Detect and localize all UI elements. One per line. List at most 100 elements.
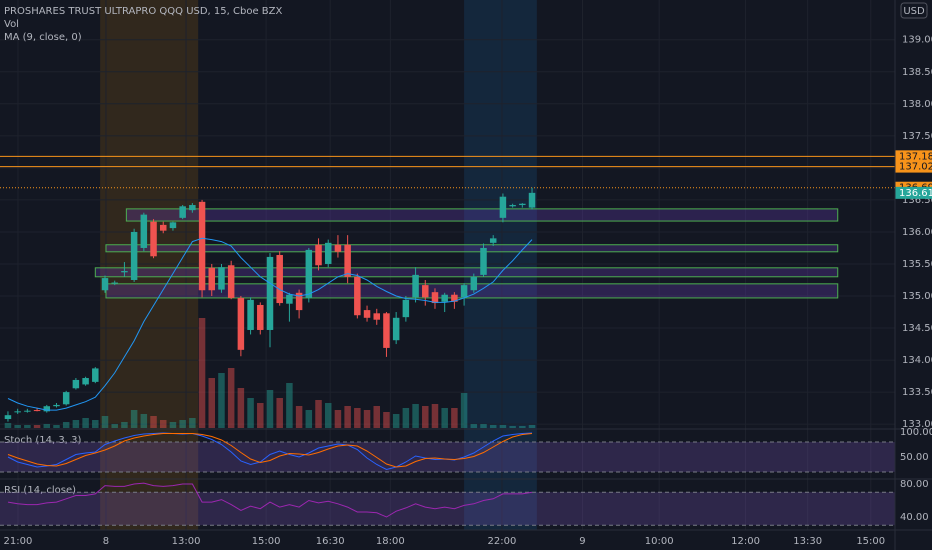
volume-bar	[460, 393, 468, 428]
level-label: 137.02	[899, 162, 932, 173]
candle-body	[324, 242, 332, 264]
volume-bar	[489, 425, 497, 428]
candle-body	[218, 267, 225, 290]
zone	[125, 208, 839, 222]
volume-bar	[412, 404, 419, 428]
y-tick-label: 133.50	[902, 387, 932, 398]
volume-bar	[451, 408, 458, 428]
volume-bar	[53, 425, 60, 428]
last-price-label: 136.61	[899, 188, 932, 199]
volume-bar	[247, 398, 254, 428]
volume-bar	[198, 318, 206, 428]
candle-body	[286, 294, 293, 304]
band	[0, 492, 895, 526]
y-tick-label: 50.00	[900, 452, 929, 463]
y-tick-label: 40.00	[900, 512, 929, 523]
level-label: 137.18	[899, 151, 932, 162]
candle-body	[334, 244, 342, 252]
candle-body	[412, 274, 419, 298]
candle-body	[422, 285, 429, 298]
candle-body	[101, 278, 109, 291]
candle-body	[227, 265, 235, 298]
currency[interactable]: USD	[903, 6, 925, 17]
candle-body	[509, 205, 516, 207]
candle-body	[528, 192, 536, 208]
volume-bar	[315, 400, 322, 428]
volume-bar	[470, 424, 478, 428]
y-tick-label: 100.00	[900, 427, 932, 438]
candle-body	[383, 313, 390, 348]
y-tick-label: 134.50	[902, 323, 932, 334]
volume-bar	[14, 425, 21, 428]
rsi-legend: RSI (14, close)	[4, 485, 76, 496]
y-tick-label: 136.50	[902, 195, 932, 206]
candle-body	[14, 411, 21, 413]
volume-bar	[441, 408, 448, 428]
candle-body	[480, 247, 487, 275]
candle-body	[4, 415, 12, 420]
x-tick-label: 21:00	[4, 536, 33, 547]
candle-body	[130, 231, 138, 280]
candle-body	[470, 276, 478, 291]
x-tick-label: 13:30	[793, 536, 822, 547]
volume-bar	[179, 420, 186, 428]
stoch-legend: Stoch (14, 3, 3)	[4, 435, 81, 446]
x-tick-label: 16:30	[316, 536, 345, 547]
candle-body	[208, 267, 216, 291]
rsi-line	[7, 482, 533, 518]
ma-legend: MA (9, close, 0)	[4, 32, 82, 43]
candle-body	[363, 310, 371, 318]
volume-bar	[402, 408, 410, 428]
volume-bar	[33, 425, 41, 428]
volume-bar	[208, 378, 216, 428]
x-tick-label: 15:00	[252, 536, 281, 547]
candle-body	[140, 214, 148, 248]
volume-bar	[257, 403, 264, 428]
x-tick-label: 9	[579, 536, 585, 547]
candle-body	[198, 201, 206, 291]
volume-bar	[431, 404, 439, 428]
volume-bar	[334, 410, 342, 428]
volume-bar	[169, 422, 177, 428]
volume-bar	[286, 383, 293, 428]
y-tick-label: 134.00	[902, 355, 932, 366]
volume-bar	[72, 420, 80, 428]
volume-bar	[354, 408, 361, 428]
volume-bar	[276, 398, 283, 428]
candle-body	[179, 206, 186, 218]
candle-body	[441, 294, 448, 302]
y-tick-label: 137.50	[902, 131, 932, 142]
volume-bar	[4, 423, 12, 428]
volume-bar	[237, 388, 245, 428]
y-tick-label: 138.00	[902, 99, 932, 110]
candle-body	[62, 392, 70, 405]
volume-bar	[295, 406, 303, 428]
candle-body	[489, 238, 497, 243]
x-tick-label: 15:00	[856, 536, 885, 547]
volume-legend: Vol	[4, 19, 19, 30]
candle-body	[189, 205, 196, 211]
volume-bar	[24, 425, 31, 428]
volume-bar	[150, 416, 157, 428]
y-tick-label: 133.00	[902, 419, 932, 430]
volume-bar	[373, 406, 381, 428]
y-tick-label: 135.50	[902, 259, 932, 270]
candle-body	[402, 299, 410, 318]
candle-body	[451, 294, 458, 302]
x-tick-label: 22:00	[488, 536, 517, 547]
currency-box[interactable]	[900, 2, 928, 19]
candle-body	[257, 304, 264, 330]
volume-bar	[344, 406, 351, 428]
volume-bar	[62, 422, 70, 428]
volume-bar	[43, 424, 51, 428]
candle-body	[121, 271, 128, 273]
volume-bar	[363, 410, 371, 428]
zone	[94, 267, 839, 278]
volume-bar	[218, 373, 225, 428]
candle-body	[519, 203, 526, 206]
ma-line	[7, 237, 533, 411]
chart-title: PROSHARES TRUST ULTRAPRO QQQ USD, 15, Cb…	[4, 6, 282, 17]
volume-bar	[422, 406, 429, 428]
